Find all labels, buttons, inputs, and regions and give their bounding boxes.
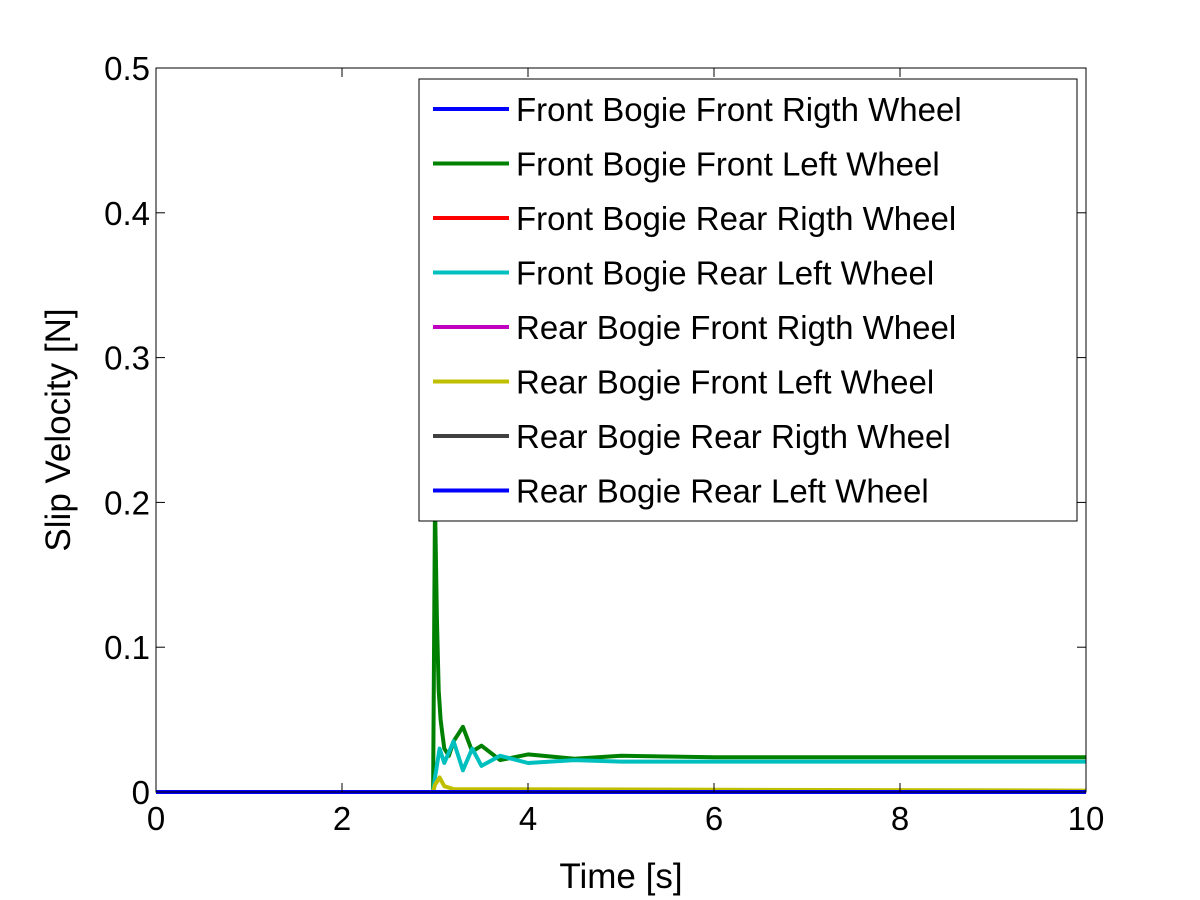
legend-entry: Rear Bogie Front Rigth Wheel <box>516 309 956 346</box>
x-tick-label: 6 <box>705 800 723 837</box>
axes-frame <box>155 67 1087 793</box>
y-axis-label: Slip Velocity [N] <box>39 308 78 551</box>
legend-entry: Front Bogie Front Left Wheel <box>516 146 940 183</box>
x-tick-label: 4 <box>519 800 537 837</box>
legend-entry: Rear Bogie Rear Rigth Wheel <box>516 418 951 455</box>
y-tick-label: 0.5 <box>104 50 150 87</box>
legend-entry: Front Bogie Front Rigth Wheel <box>516 91 962 128</box>
legend-entry: Rear Bogie Rear Left Wheel <box>516 473 929 510</box>
y-tick-label: 0.3 <box>104 340 150 377</box>
legend-entry: Rear Bogie Front Left Wheel <box>516 364 934 401</box>
legend-entry: Front Bogie Rear Rigth Wheel <box>516 200 956 237</box>
y-tick-label: 0.2 <box>104 484 150 521</box>
x-tick-label: 10 <box>1068 800 1105 837</box>
legend-entry: Front Bogie Rear Left Wheel <box>516 255 934 292</box>
series-line-2 <box>156 500 1086 794</box>
legend: Front Bogie Front Rigth Wheel Front Bogie… <box>418 78 1078 522</box>
y-tick-label: 0.4 <box>104 195 150 232</box>
y-tick-label: 0.1 <box>104 629 150 666</box>
x-axis-label: Time [s] <box>559 857 682 896</box>
x-tick-label: 2 <box>333 800 351 837</box>
x-tick-label: 8 <box>891 800 909 837</box>
y-tick-label: 0 <box>132 774 150 811</box>
series-line-4 <box>156 739 1086 794</box>
legend-box <box>418 78 1078 522</box>
x-tick-label: 0 <box>147 800 165 837</box>
ticks-layer: 0 2 4 6 8 10 0 0.1 0.2 0.3 0.4 0.5 <box>104 50 1104 837</box>
